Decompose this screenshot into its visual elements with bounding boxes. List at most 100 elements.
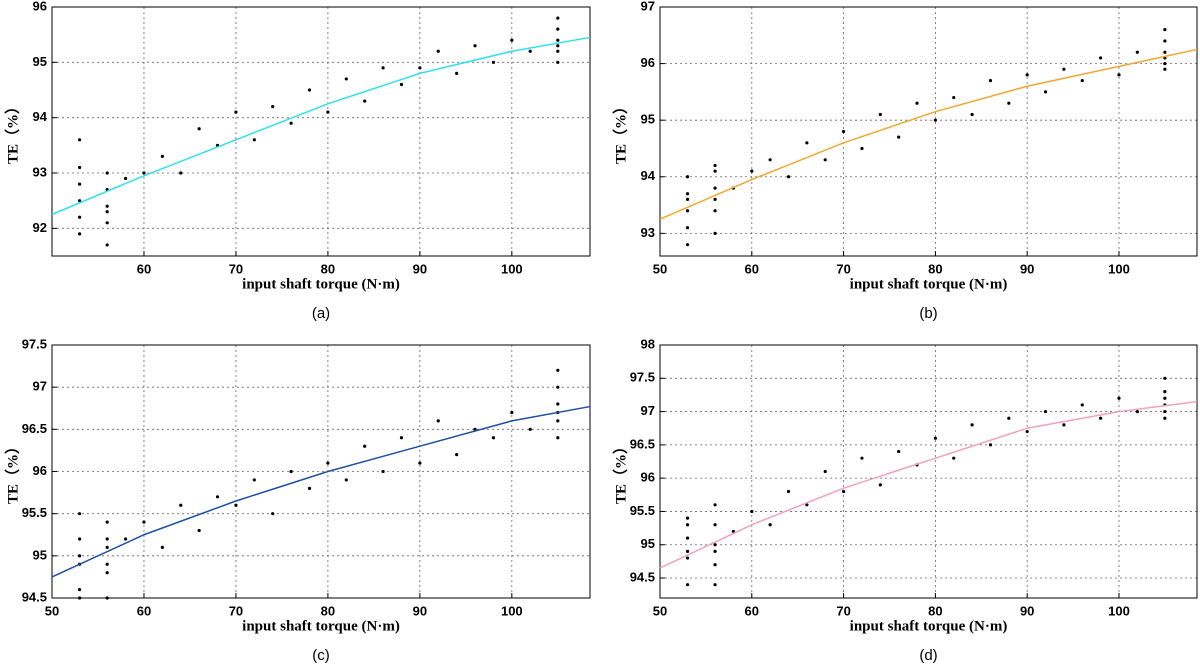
- data-point: [1080, 78, 1084, 83]
- x-tick-label: 80: [928, 603, 942, 618]
- data-point: [105, 204, 109, 208]
- data-point: [363, 99, 367, 103]
- data-point: [418, 66, 422, 70]
- data-point: [556, 419, 560, 423]
- data-point: [713, 543, 717, 547]
- data-point: [685, 209, 690, 213]
- data-point: [685, 583, 690, 587]
- fit-line: [659, 48, 1198, 220]
- plot-frame: [659, 344, 1198, 599]
- data-point: [77, 587, 82, 592]
- y-tick-label: 96: [33, 0, 47, 13]
- data-point: [1163, 409, 1167, 414]
- x-tick-label: 60: [745, 603, 759, 618]
- data-point: [215, 495, 220, 499]
- x-tick-label: 90: [1020, 261, 1034, 276]
- data-point: [970, 423, 974, 427]
- data-point: [77, 512, 82, 516]
- data-point: [123, 176, 128, 181]
- x-tick-label: 70: [836, 261, 850, 276]
- y-tick-label: 95: [641, 536, 655, 551]
- y-tick-label: 98: [641, 336, 655, 351]
- fit-line: [51, 36, 591, 216]
- data-point: [1043, 90, 1048, 94]
- data-point: [1163, 67, 1167, 71]
- data-point: [786, 489, 791, 494]
- data-point: [786, 175, 791, 179]
- data-point: [418, 461, 422, 465]
- fit-line: [659, 400, 1198, 569]
- data-point: [528, 49, 532, 53]
- data-point: [1099, 56, 1103, 60]
- y-tick-label: 96: [33, 463, 47, 478]
- data-point: [1163, 390, 1167, 394]
- data-point: [197, 127, 201, 131]
- data-point: [77, 537, 82, 541]
- data-point: [399, 82, 404, 87]
- data-point: [1163, 28, 1167, 32]
- data-point: [344, 478, 348, 482]
- data-point: [123, 537, 128, 541]
- data-point: [473, 44, 477, 48]
- data-point: [860, 456, 864, 460]
- data-point: [556, 385, 560, 389]
- y-tick-label: 97.5: [630, 370, 655, 385]
- y-tick-label: 93: [641, 225, 655, 240]
- data-point: [1025, 73, 1029, 77]
- x-tick-label: 50: [45, 603, 59, 618]
- data-point: [685, 556, 690, 560]
- data-point: [105, 562, 109, 566]
- y-tick-label: 97.5: [22, 336, 47, 351]
- data-point: [933, 436, 937, 440]
- data-point: [1163, 416, 1167, 420]
- x-tick-label: 90: [1020, 603, 1034, 618]
- y-axis-label: TE（%）: [3, 439, 21, 504]
- data-point: [1135, 409, 1139, 414]
- data-point: [1043, 409, 1048, 414]
- data-point: [713, 163, 717, 168]
- data-point: [988, 443, 993, 447]
- data-point: [1117, 73, 1121, 77]
- x-axis-label: input shaft torque (N·m): [850, 618, 1008, 634]
- data-point: [805, 503, 809, 507]
- x-axis-label: input shaft torque (N·m): [850, 276, 1008, 292]
- y-tick-label: 95.5: [22, 505, 47, 520]
- y-axis-label: TE（%）: [3, 99, 21, 164]
- data-point: [77, 182, 82, 186]
- x-tick-label: 60: [745, 261, 759, 276]
- plot-frame: [659, 6, 1198, 257]
- caption: (b): [919, 305, 937, 322]
- data-point: [436, 49, 440, 53]
- data-point: [363, 444, 367, 448]
- data-point: [436, 419, 440, 423]
- data-point: [381, 66, 385, 70]
- data-point: [713, 231, 717, 235]
- data-point: [289, 121, 293, 125]
- y-tick-label: 96: [641, 55, 655, 70]
- data-point: [713, 169, 717, 173]
- y-tick-label: 96.5: [22, 421, 47, 436]
- caption: (a): [312, 305, 330, 322]
- data-point: [713, 186, 717, 190]
- data-point: [491, 60, 496, 64]
- data-point: [915, 101, 919, 105]
- data-point: [556, 49, 560, 53]
- data-point: [77, 554, 82, 558]
- x-tick-label: 70: [229, 261, 243, 276]
- data-point: [1163, 50, 1167, 54]
- data-point: [455, 71, 459, 75]
- data-point: [77, 596, 82, 600]
- data-point: [179, 171, 183, 175]
- data-point: [528, 427, 532, 431]
- data-point: [841, 489, 846, 494]
- data-point: [234, 110, 238, 114]
- data-point: [768, 158, 772, 162]
- data-point: [77, 232, 82, 236]
- data-point: [252, 138, 256, 142]
- data-point: [952, 456, 956, 460]
- data-point: [556, 27, 560, 31]
- y-tick-label: 96: [641, 470, 655, 485]
- data-point: [878, 112, 882, 117]
- data-point: [805, 141, 809, 145]
